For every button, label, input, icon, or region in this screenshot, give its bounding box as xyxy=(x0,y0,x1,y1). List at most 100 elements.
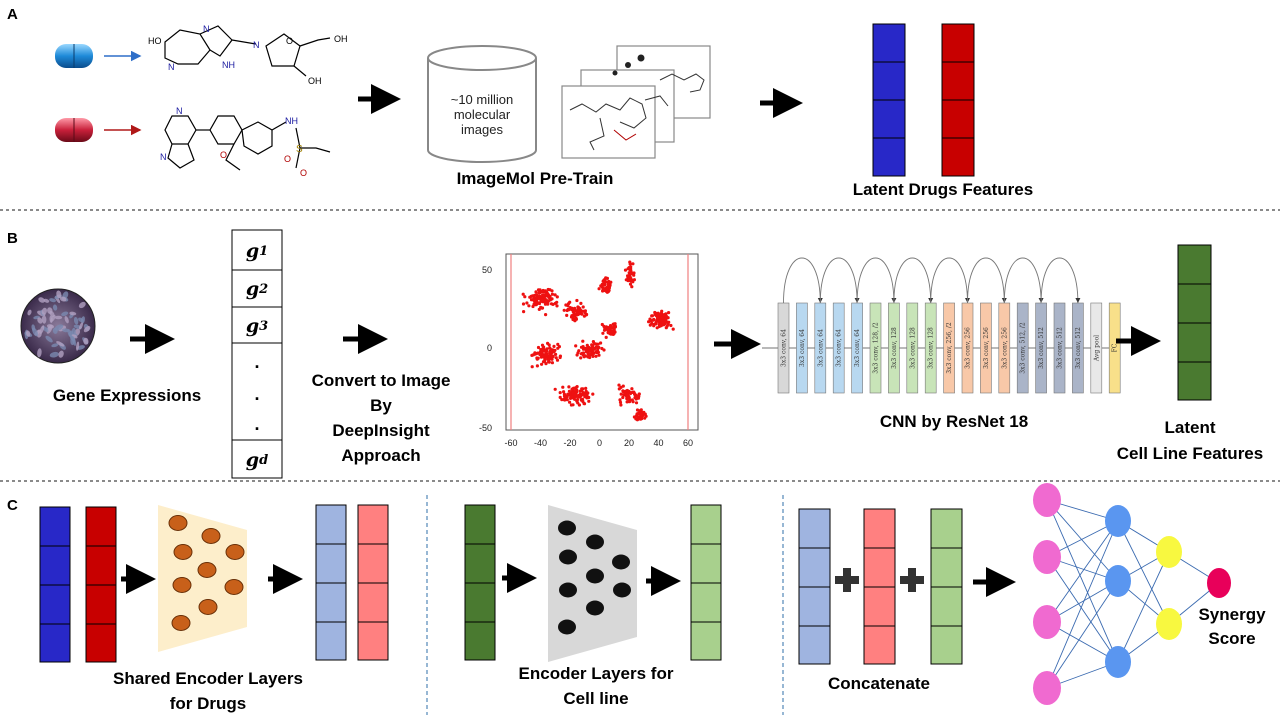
scatter-point xyxy=(623,391,627,395)
scatter-y-tick: -50 xyxy=(479,423,492,433)
scatter-point xyxy=(550,354,554,358)
scatter-x-tick: -40 xyxy=(534,438,547,448)
scatter-point xyxy=(567,389,572,393)
latent-cell-line: Latent xyxy=(1164,418,1216,437)
resnet-skip-connection xyxy=(930,257,968,304)
scatter-point xyxy=(583,311,587,315)
scatter-point xyxy=(575,353,579,357)
scatter-point xyxy=(537,297,541,301)
scatter-point xyxy=(606,331,610,335)
scatter-point xyxy=(636,415,640,419)
scatter-point xyxy=(629,276,633,281)
scatter-point xyxy=(671,327,675,331)
cell-blob xyxy=(56,290,62,299)
scatter-x-tick: 40 xyxy=(653,438,663,448)
scatter-point xyxy=(663,317,668,321)
panel-label-b: B xyxy=(7,230,18,247)
resnet-layer xyxy=(943,302,955,394)
resnet-layer-label: 3x3 conv, 512 xyxy=(1057,327,1064,369)
scatter-point xyxy=(627,396,631,400)
scatter-point xyxy=(540,343,545,347)
scatter-point xyxy=(618,398,622,402)
scatter-point xyxy=(626,392,630,396)
scatter-point xyxy=(531,298,535,302)
pill-blue xyxy=(55,44,93,68)
convert-line: Convert to Image xyxy=(311,371,451,390)
scatter-point xyxy=(543,297,547,301)
scatter-point xyxy=(562,394,567,398)
scatter-point xyxy=(584,386,588,390)
cell-encoder-label: Encoder Layers for Cell line xyxy=(519,661,674,711)
synergy-score-label: Synergy Score xyxy=(1198,603,1265,651)
scatter-point xyxy=(521,302,526,306)
scatter-point xyxy=(603,327,607,331)
scatter-point xyxy=(591,392,595,396)
scatter-point xyxy=(564,303,568,307)
scatter-point xyxy=(619,403,623,407)
scatter-point xyxy=(581,309,585,313)
concat-vector-blue xyxy=(798,508,831,665)
shared-encoder xyxy=(158,505,247,652)
nn-node xyxy=(1105,565,1131,597)
database-label: ~10 million molecular images xyxy=(432,92,532,137)
scatter-point xyxy=(580,389,584,393)
resnet-skip-connection xyxy=(819,257,858,304)
cell-blob xyxy=(41,315,47,324)
pretrain-label: ImageMol Pre-Train xyxy=(456,169,614,188)
scatter-point xyxy=(560,398,564,402)
scatter-point xyxy=(556,342,560,346)
scatter-point xyxy=(639,413,643,417)
scatter-point xyxy=(599,341,603,345)
scatter-point xyxy=(602,288,606,292)
scatter-point xyxy=(660,309,664,313)
scatter-point xyxy=(562,308,566,312)
atom-label: N xyxy=(160,152,167,162)
scatter-point xyxy=(579,356,583,360)
latent-drug-vector-blue xyxy=(872,23,906,177)
shared-encoder-label: Shared Encoder Layers for Drugs xyxy=(113,666,303,716)
scatter-point xyxy=(570,395,574,399)
scatter-x-tick: -20 xyxy=(563,438,576,448)
cell-blob xyxy=(83,337,89,345)
cell-blob xyxy=(49,351,59,358)
scatter-point xyxy=(574,344,578,348)
resnet-layer-label: Avg pool xyxy=(1093,335,1100,362)
scatter-point xyxy=(582,401,586,406)
scatter-point xyxy=(605,290,609,294)
scatter-point xyxy=(535,364,540,368)
nn-node xyxy=(1033,605,1061,639)
cnn-label: CNN by ResNet 18 xyxy=(879,412,1029,431)
convert-line: Approach xyxy=(341,446,421,465)
resnet-skip-connection xyxy=(1003,257,1042,304)
scatter-point xyxy=(522,310,526,314)
molecule-bottom xyxy=(164,115,331,171)
atom-label: NH xyxy=(285,116,298,126)
database-line: images xyxy=(461,122,503,137)
gene-ellipsis-dot: . xyxy=(254,384,260,404)
scatter-point xyxy=(587,395,591,400)
scatter-point xyxy=(647,320,651,324)
resnet-layer-label: 3x3 conv, 256 xyxy=(965,327,972,369)
cell-blob xyxy=(37,348,42,358)
scatter-point xyxy=(540,298,545,302)
scatter-point xyxy=(550,361,555,365)
scatter-point xyxy=(547,343,551,347)
scatter-point xyxy=(523,295,527,299)
scatter-point xyxy=(540,350,544,354)
scatter-point xyxy=(570,387,574,391)
scatter-point xyxy=(551,302,555,306)
scatter-point xyxy=(547,295,551,299)
cell-blob xyxy=(71,327,76,336)
cell-blob xyxy=(45,335,53,343)
cell-blob xyxy=(39,325,45,334)
concat-vector-red xyxy=(863,508,896,665)
cell-blob xyxy=(56,341,65,347)
scatter-point xyxy=(553,387,557,391)
encoded-drug-vector-blue xyxy=(315,504,347,661)
scatter-point xyxy=(572,307,577,311)
scatter-point xyxy=(667,311,671,315)
scatter-point xyxy=(562,397,566,402)
atom-label: N xyxy=(168,62,175,72)
